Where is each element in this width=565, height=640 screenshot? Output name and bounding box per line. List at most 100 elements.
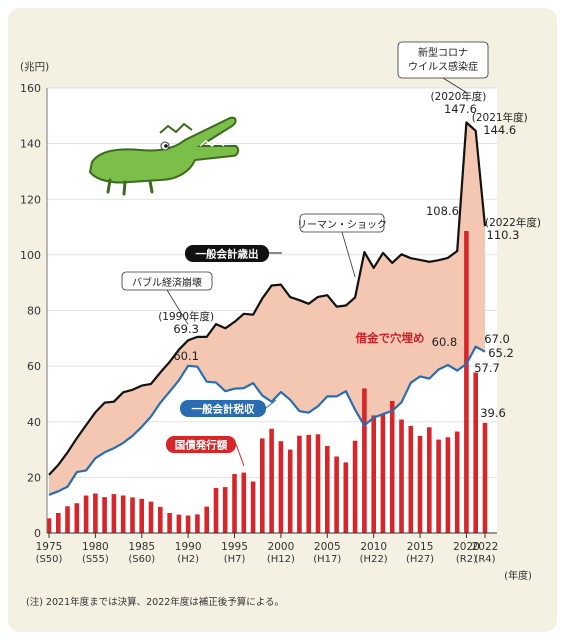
legend-expenditure: 一般会計歳出 — [185, 245, 269, 262]
bar-bond-1995 — [232, 474, 237, 533]
bar-bond-1996 — [241, 472, 247, 533]
bar-bond-2020 — [464, 231, 469, 533]
bar-bond-1993 — [213, 487, 219, 533]
y-tick-label: 20 — [27, 471, 41, 484]
bubble-callout-box — [121, 271, 213, 291]
label-2021-value: 144.6 — [483, 123, 516, 137]
lehman-callout: リーマン・ショック — [297, 213, 387, 278]
bar-bond-2003 — [306, 434, 311, 533]
bar-bond-2017 — [436, 439, 441, 533]
legend-expenditure-text: 一般会計歳出 — [196, 248, 259, 261]
bar-bond-2009 — [362, 388, 367, 533]
label-1990-value: 69.3 — [173, 322, 199, 336]
lehman-callout-text: リーマン・ショック — [297, 219, 387, 231]
bar-bond-2007 — [343, 462, 349, 533]
bar-bond-1999 — [269, 428, 274, 533]
label-bond-2020: 108.6 — [426, 204, 459, 218]
bar-bond-2011 — [380, 414, 386, 533]
x-tick-sublabel: (S60) — [128, 554, 155, 565]
bar-bond-2002 — [297, 435, 302, 533]
x-tick-label: 2010 — [360, 541, 387, 553]
x-tick-label: 2022 — [472, 541, 499, 553]
bar-bond-1975 — [46, 518, 52, 533]
y-tick-label: 140 — [20, 138, 41, 151]
bar-bond-1983 — [120, 495, 126, 533]
label-2020-year: (2020年度) — [430, 90, 486, 103]
bar-bond-1976 — [56, 513, 61, 533]
covid-callout-pointer — [442, 77, 467, 93]
x-tick-label: 2020 — [453, 541, 480, 553]
bar-bond-2021 — [473, 372, 478, 533]
bar-bond-2014 — [408, 425, 414, 533]
y-tick-label: 0 — [34, 527, 41, 540]
y-tick-label: 160 — [20, 82, 41, 95]
legend-tax: 一般会計税収 — [180, 400, 266, 417]
gap-area — [49, 122, 485, 495]
label-tax-2020: 60.8 — [432, 335, 458, 349]
x-tick-label: 1995 — [221, 541, 248, 553]
bar-bond-2013 — [399, 419, 404, 533]
bar-bond-2012 — [389, 400, 395, 533]
legend-bond-pointer — [235, 443, 245, 467]
legend-bond: 国債発行額 — [166, 436, 236, 453]
x-tick-label: 2000 — [268, 541, 295, 553]
label-1990-year: (1990年度) — [158, 310, 214, 323]
bar-bond-1981 — [102, 497, 107, 533]
bar-bond-2016 — [427, 427, 432, 533]
bar-bond-1984 — [130, 497, 135, 533]
bar-bond-2008 — [352, 440, 358, 533]
gap-label: 借金で穴埋め — [355, 331, 425, 345]
bar-bond-1979 — [83, 495, 89, 533]
legend-tax-text: 一般会計税収 — [192, 403, 255, 416]
bar-bond-1994 — [222, 487, 228, 533]
y-unit-label: (兆円) — [20, 61, 49, 73]
x-tick-label: 1985 — [128, 541, 155, 553]
x-tick-sublabel: (S50) — [36, 554, 63, 565]
covid-callout-box — [397, 41, 489, 79]
x-tick-label: 2015 — [407, 541, 434, 553]
x-tick-label: 2005 — [314, 541, 341, 553]
bar-bond-1998 — [260, 438, 265, 533]
footnote: (注) 2021年度までは決算、2022年度は補正後予算による。 — [26, 597, 285, 608]
lehman-callout-box — [299, 213, 385, 233]
label-tax-2022: 65.2 — [488, 346, 514, 360]
bar-bond-1982 — [111, 494, 117, 533]
covid-callout-text: 新型コロナ — [418, 46, 468, 59]
x-unit-label: (年度) — [504, 569, 532, 582]
label-tax-2021: 67.0 — [484, 332, 510, 346]
bar-bond-2004 — [315, 434, 321, 533]
bar-bond-1997 — [250, 481, 256, 533]
bar-bond-2006 — [334, 456, 339, 533]
bubble-callout-pointer — [166, 289, 189, 325]
x-tick-label: 1975 — [36, 541, 63, 553]
bar-bond-1985 — [139, 498, 144, 533]
bar-bond-1980 — [93, 493, 98, 533]
x-tick-label: 1990 — [175, 541, 202, 553]
bar-bond-2018 — [445, 437, 451, 533]
x-tick-label: 1980 — [82, 541, 109, 553]
y-tick-label: 60 — [27, 360, 41, 373]
legend-tax-bg — [180, 400, 266, 417]
bar-bond-1978 — [74, 503, 80, 533]
label-2022-value: 110.3 — [487, 228, 520, 242]
line-tax — [48, 345, 486, 496]
y-tick-label: 100 — [20, 249, 41, 262]
bar-bond-1977 — [65, 506, 70, 533]
x-tick-sublabel: (H7) — [224, 554, 246, 565]
bar-bond-1986 — [148, 501, 154, 533]
crocodile-illustration — [88, 116, 240, 196]
x-tick-sublabel: (R4) — [474, 554, 495, 565]
lehman-callout-pointer — [341, 231, 356, 278]
bar-bond-1988 — [167, 513, 172, 533]
x-tick-sublabel: (S55) — [82, 554, 109, 565]
label-bond-2022: 39.6 — [480, 406, 506, 420]
bar-bond-1989 — [176, 514, 182, 533]
y-tick-label: 40 — [27, 416, 41, 429]
line-expenditure — [48, 121, 487, 476]
bar-bond-2019 — [454, 431, 460, 533]
bubble-callout: バブル経済崩壊 — [121, 271, 213, 325]
bubble-callout-text: バブル経済崩壊 — [132, 276, 202, 289]
x-tick-sublabel: (H17) — [313, 554, 341, 565]
bar-bond-1992 — [204, 506, 209, 533]
bar-bond-2001 — [287, 449, 293, 533]
